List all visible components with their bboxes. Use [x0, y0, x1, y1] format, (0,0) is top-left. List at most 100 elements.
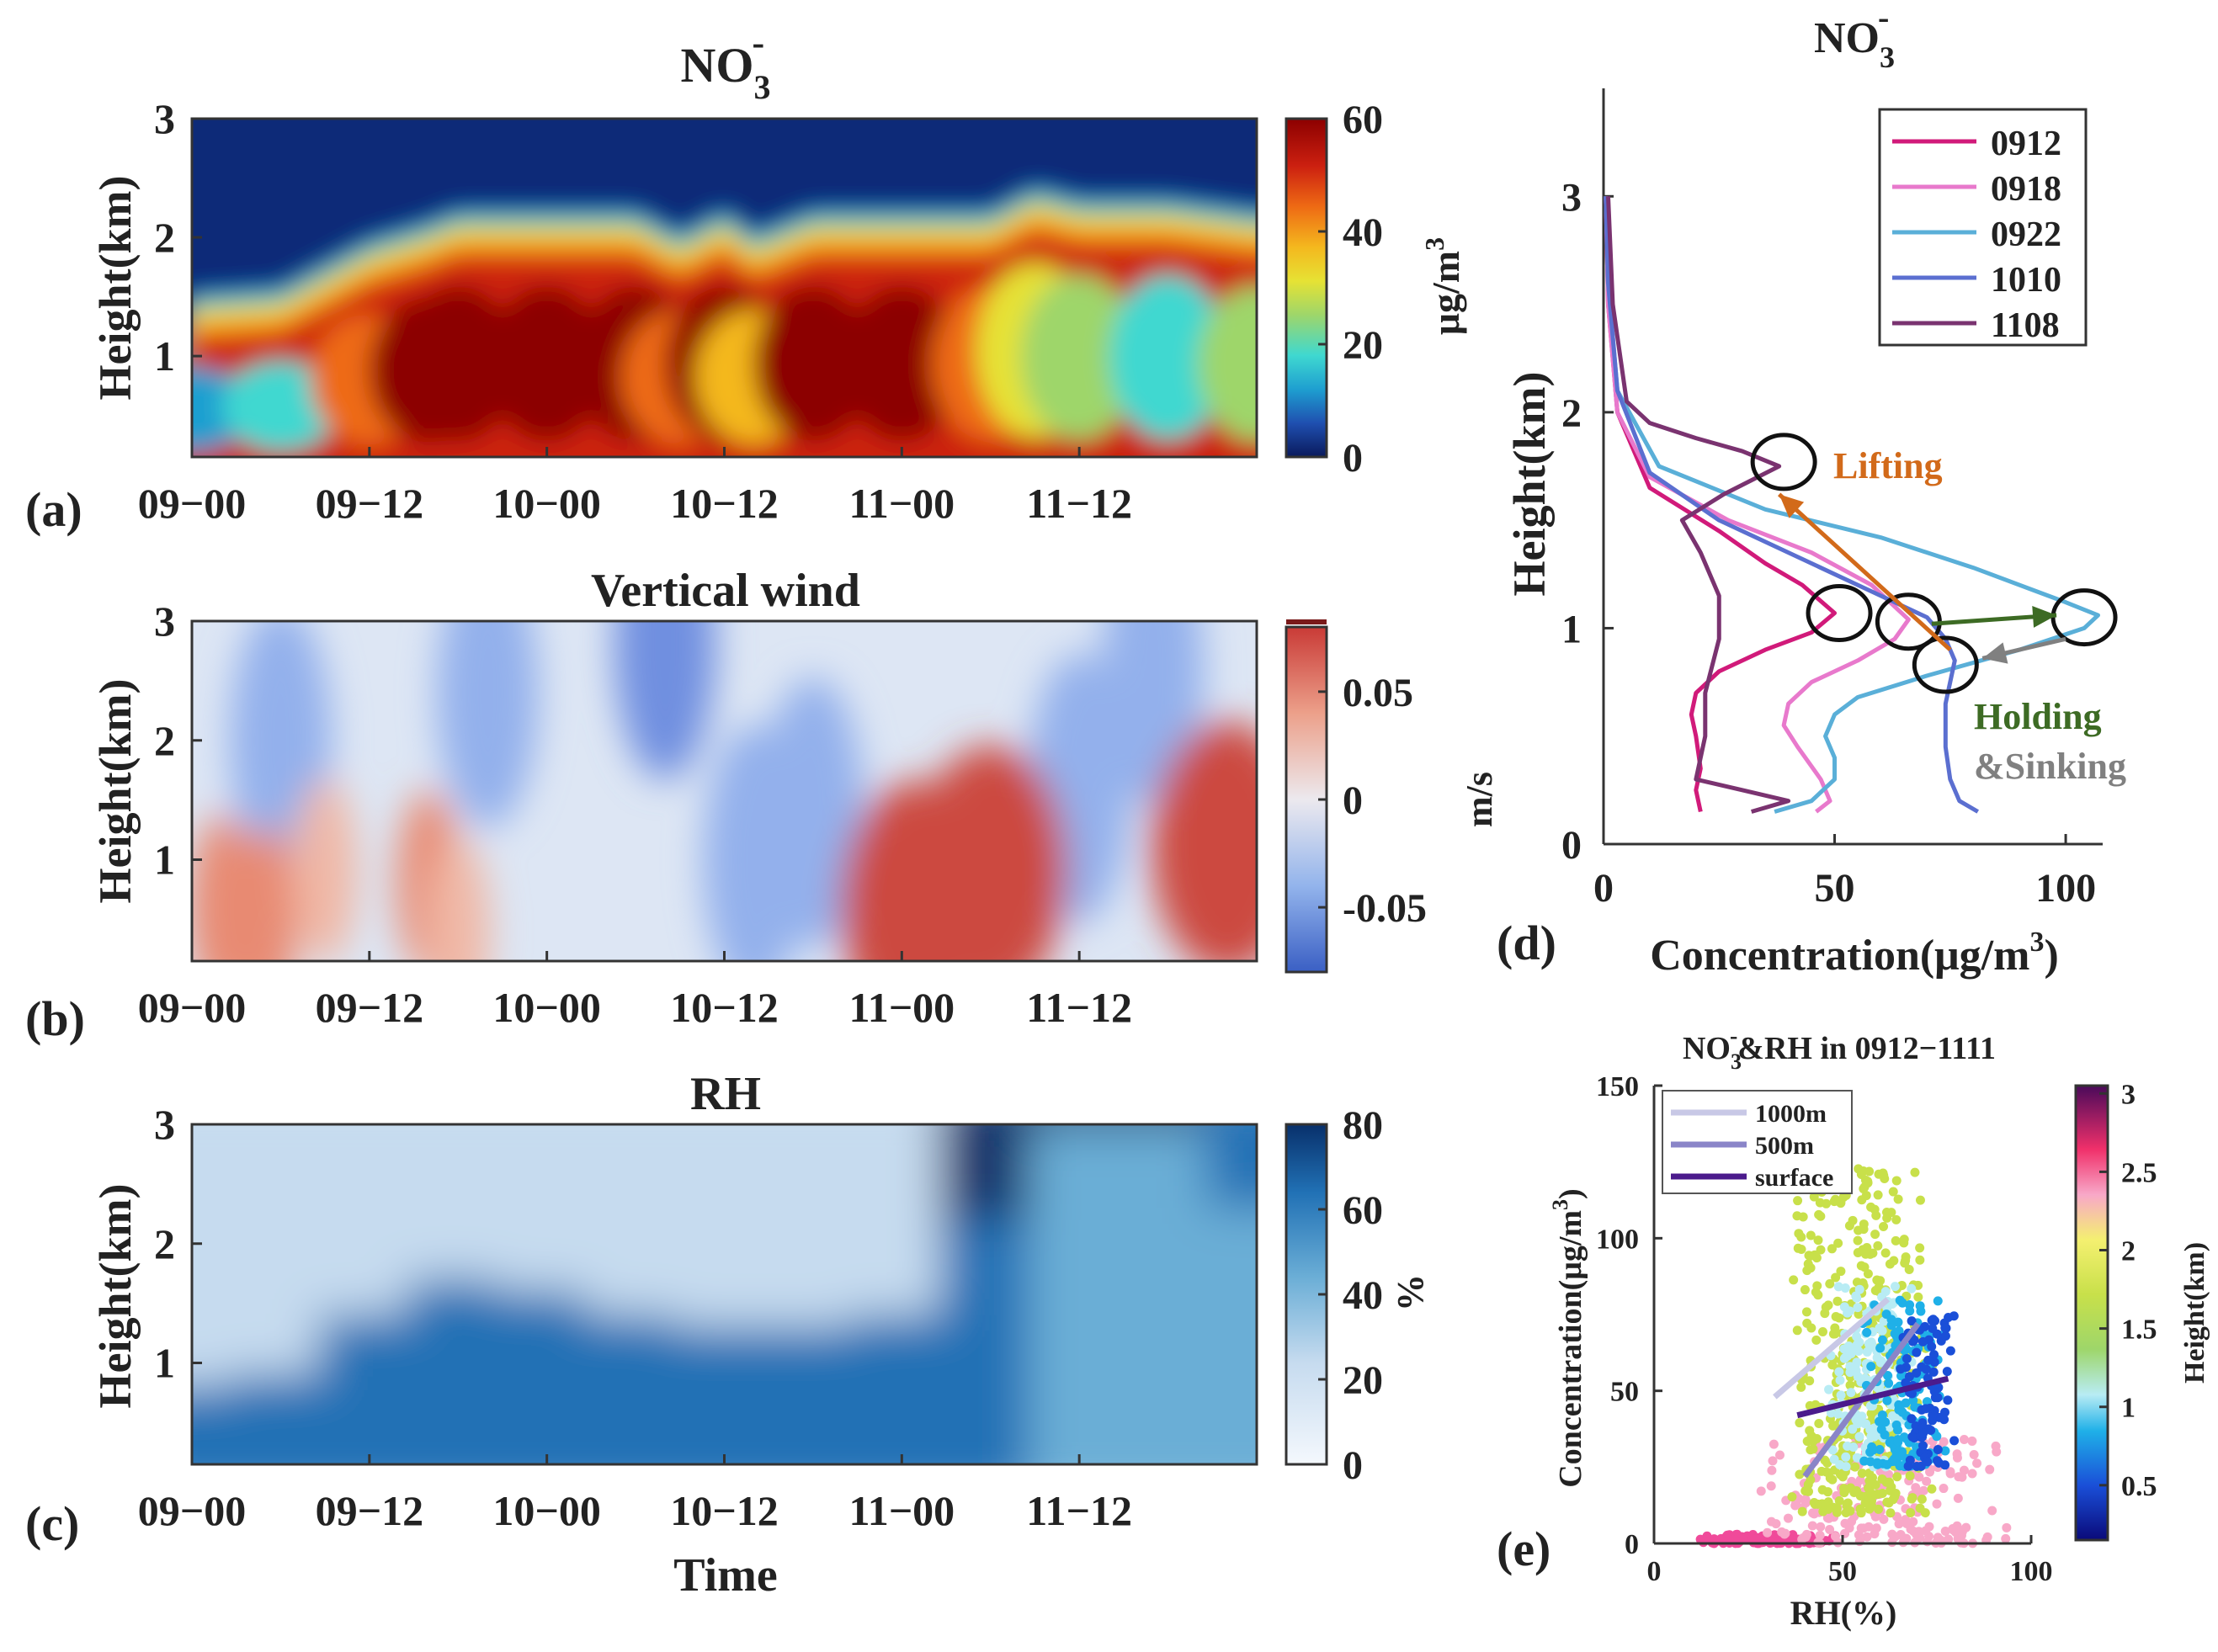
- scatter-point: [1875, 1343, 1886, 1353]
- colorbar-tick-label: 80: [1343, 1103, 1383, 1148]
- scatter-point: [1841, 1508, 1851, 1518]
- x-axis-label: Concentration(μg/m3): [1650, 927, 2059, 980]
- rh-aloft-band: [407, 1124, 509, 1280]
- downdraft-cell: [437, 621, 539, 828]
- scatter-point: [1918, 1428, 1928, 1438]
- scatter-point: [1901, 1398, 1911, 1408]
- y-tick-label: 50: [1610, 1377, 1639, 1408]
- scatter-point: [1867, 1424, 1877, 1434]
- scatter-point: [1853, 1419, 1863, 1429]
- x-tick-label: 09−00: [138, 1487, 247, 1534]
- scatter-point: [1817, 1326, 1827, 1336]
- scatter-point: [1864, 1522, 1874, 1532]
- rh-aloft-band: [939, 1124, 1041, 1220]
- scatter-point: [1834, 1313, 1844, 1323]
- scatter-point: [1901, 1256, 1911, 1266]
- rh-boundary-layer: [1206, 1208, 1257, 1464]
- scatter-point: [1844, 1523, 1854, 1533]
- y-tick-label: 1: [154, 837, 175, 884]
- scatter-point: [1956, 1531, 1966, 1541]
- legend-entry: 1108: [1991, 306, 2060, 345]
- scatter-point: [1763, 1527, 1773, 1538]
- legend-entry: 1000m: [1755, 1100, 1827, 1128]
- scatter-point: [1949, 1436, 1960, 1446]
- fit-line-1000m: [1773, 1297, 1891, 1400]
- scatter-point: [1833, 1238, 1843, 1248]
- scatter-point: [1933, 1296, 1943, 1306]
- scatter-point: [1800, 1532, 1811, 1542]
- scatter-point: [1940, 1323, 1950, 1333]
- scatter-point: [1879, 1221, 1889, 1231]
- colorbar-ticks: 0.5 1 1.5 2 2.5 3: [2099, 1079, 2157, 1502]
- scatter-point: [1852, 1293, 1862, 1303]
- scatter-point: [1883, 1371, 1893, 1381]
- panel-label: (d): [1497, 916, 1556, 970]
- scatter-point: [1807, 1521, 1817, 1531]
- scatter-point: [1874, 1282, 1884, 1292]
- scatter-point: [1805, 1400, 1815, 1410]
- scatter-point: [1864, 1504, 1875, 1514]
- panel-b-axes: 09−00 09−12 10−00 10−12 11−00 11−12 1 2 3: [138, 598, 1132, 1031]
- scatter-point: [1833, 1409, 1843, 1419]
- scatter-point: [1904, 1265, 1914, 1275]
- scatter-points: [1695, 1159, 2012, 1548]
- scatter-point: [1848, 1442, 1859, 1452]
- x-tick-label: 11−12: [1026, 984, 1132, 1031]
- scatter-point: [1856, 1508, 1866, 1518]
- scatter-point: [1954, 1472, 1964, 1482]
- scatter-point: [1940, 1527, 1950, 1537]
- scatter-point: [1841, 1452, 1851, 1462]
- panel-d-axes: 0 50 100 0 1 2 3: [1561, 88, 2103, 911]
- legend-entry: 0912: [1991, 125, 2061, 163]
- scatter-point: [1816, 1245, 1826, 1255]
- y-tick-label: 2: [1561, 391, 1582, 436]
- scatter-point: [1850, 1462, 1860, 1472]
- legend-entry: 0918: [1991, 170, 2061, 209]
- scatter-point: [1917, 1494, 1927, 1504]
- scatter-point: [1836, 1267, 1846, 1277]
- legend-entry: 1010: [1991, 261, 2061, 300]
- scatter-point: [1825, 1525, 1835, 1535]
- rh-boundary-layer: [1029, 1124, 1130, 1464]
- scatter-point: [1905, 1471, 1915, 1481]
- scatter-point: [1959, 1434, 1969, 1444]
- scatter-point: [1879, 1316, 1889, 1326]
- concentration-core: [1198, 286, 1257, 442]
- scatter-point: [1850, 1361, 1860, 1371]
- scatter-point: [1787, 1492, 1797, 1502]
- rh-aloft-band: [1029, 1091, 1130, 1124]
- scatter-point: [1888, 1187, 1898, 1197]
- rh-aloft-band: [585, 1124, 687, 1315]
- scatter-point: [1972, 1458, 1982, 1469]
- scatter-point: [1882, 1497, 1892, 1507]
- concentration-core: [843, 286, 961, 442]
- scatter-point: [1939, 1407, 1949, 1417]
- x-tick-label: 09−12: [316, 1487, 424, 1534]
- scatter-point: [1985, 1464, 1995, 1474]
- scatter-point: [1852, 1278, 1862, 1288]
- scatter-point: [1830, 1194, 1840, 1204]
- scatter-point: [1771, 1519, 1781, 1529]
- scatter-point: [1779, 1529, 1790, 1539]
- scatter-point: [1853, 1235, 1863, 1246]
- rh-boundary-layer: [318, 1315, 420, 1464]
- colorbar: [1285, 117, 1328, 459]
- panel-title: RH: [690, 1068, 761, 1120]
- panel-b: 09−00 09−12 10−00 10−12 11−00 11−12 1 2 3 Height…: [25, 565, 1500, 1046]
- scatter-point: [1879, 1171, 1889, 1181]
- colorbar-label: Height(km): [2179, 1242, 2210, 1384]
- x-axis-label: Time: [673, 1549, 777, 1602]
- scatter-point: [1907, 1336, 1917, 1347]
- concentration-core: [487, 286, 606, 442]
- colorbar-ticks: 0 20 40 60 80: [1318, 1103, 1383, 1488]
- concentration-core: [399, 286, 518, 442]
- colorbar-tick-label: 40: [1343, 1273, 1383, 1318]
- scatter-point: [1854, 1337, 1864, 1347]
- scatter-point: [1806, 1445, 1816, 1455]
- scatter-point: [1923, 1532, 1933, 1542]
- x-tick-label: 11−00: [848, 1487, 955, 1534]
- x-tick-label: 11−00: [848, 480, 955, 527]
- scatter-point: [1933, 1444, 1943, 1454]
- scatter-point: [1908, 1527, 1918, 1537]
- scatter-point: [1835, 1375, 1845, 1385]
